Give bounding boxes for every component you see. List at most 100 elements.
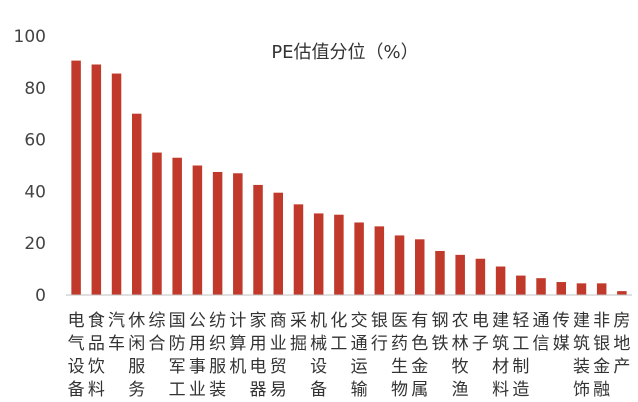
x-tick-label: 非 bbox=[593, 311, 610, 331]
x-tick-label: 综 bbox=[148, 311, 165, 331]
y-tick-label: 100 bbox=[14, 27, 46, 47]
x-tick-label: 铁 bbox=[431, 334, 448, 354]
x-tick-label: 牧 bbox=[452, 357, 469, 377]
x-tick-label: 通 bbox=[533, 311, 550, 331]
bar bbox=[596, 283, 607, 295]
bar bbox=[415, 239, 425, 295]
x-tick-label: 汽 bbox=[108, 311, 125, 331]
bar bbox=[293, 204, 304, 295]
x-tick-label: 休 bbox=[128, 311, 145, 331]
bar bbox=[172, 157, 182, 295]
x-tick-label: 贸 bbox=[270, 357, 287, 377]
bar bbox=[192, 165, 203, 295]
x-tick-label: 合 bbox=[148, 334, 165, 354]
x-tick-label: 交 bbox=[351, 311, 368, 331]
x-tick-label: 采 bbox=[290, 311, 307, 331]
x-tick-label: 饮 bbox=[88, 357, 105, 377]
x-tick-label: 银 bbox=[371, 311, 388, 331]
bar bbox=[576, 283, 587, 295]
x-tick-label: 地 bbox=[613, 334, 630, 354]
x-tick-label: 料 bbox=[492, 380, 509, 400]
x-tick-label: 装 bbox=[209, 380, 226, 400]
x-tick-label: 银 bbox=[593, 334, 610, 354]
x-tick-label: 电 bbox=[68, 311, 85, 331]
x-tick-label: 计 bbox=[229, 311, 246, 331]
x-tick-label: 有 bbox=[411, 311, 428, 331]
y-tick-label: 20 bbox=[24, 234, 46, 254]
x-tick-label: 制 bbox=[512, 357, 529, 377]
bar bbox=[516, 275, 526, 295]
bar bbox=[313, 213, 324, 295]
bar bbox=[273, 192, 283, 295]
y-tick-label: 80 bbox=[24, 79, 46, 99]
bar bbox=[435, 250, 445, 295]
x-tick-label: 用 bbox=[189, 334, 206, 354]
x-tick-label: 商 bbox=[270, 311, 287, 331]
x-tick-label: 农 bbox=[452, 311, 469, 331]
x-tick-label: 器 bbox=[250, 380, 267, 400]
x-tick-label: 电 bbox=[472, 311, 489, 331]
y-tick-label: 60 bbox=[24, 131, 46, 151]
x-tick-label: 林 bbox=[452, 334, 469, 354]
x-tick-label: 军 bbox=[169, 357, 186, 377]
x-tick-label: 备 bbox=[310, 380, 327, 400]
x-tick-label: 用 bbox=[250, 334, 267, 354]
x-tick-label: 装 bbox=[573, 357, 590, 377]
x-tick-label: 运 bbox=[351, 357, 368, 377]
x-tick-label: 业 bbox=[189, 380, 206, 400]
x-tick-label: 建 bbox=[492, 311, 509, 331]
x-tick-label: 造 bbox=[512, 380, 529, 400]
x-tick-label: 子 bbox=[472, 334, 489, 354]
bar bbox=[617, 291, 627, 295]
bar bbox=[334, 214, 344, 295]
bar bbox=[556, 282, 566, 295]
bar bbox=[233, 173, 243, 295]
x-tick-label: 设 bbox=[310, 357, 327, 377]
x-tick-label: 易 bbox=[270, 380, 287, 400]
x-tick-label: 纺 bbox=[209, 311, 226, 331]
bar bbox=[374, 226, 385, 295]
x-tick-label: 械 bbox=[310, 334, 327, 354]
x-tick-label: 机 bbox=[229, 357, 246, 377]
x-tick-label: 产 bbox=[613, 357, 630, 377]
y-axis: 0 20 40 60 80 100 bbox=[14, 27, 46, 306]
bar bbox=[132, 113, 142, 295]
x-tick-label: 传 bbox=[553, 311, 570, 331]
x-tick-label: 金 bbox=[411, 357, 428, 377]
x-tick-label: 属 bbox=[411, 380, 428, 400]
x-tick-label: 务 bbox=[128, 380, 145, 400]
x-tick-label: 品 bbox=[88, 334, 105, 354]
x-tick-label: 房 bbox=[613, 311, 630, 331]
x-tick-label: 筑 bbox=[573, 334, 590, 354]
bar bbox=[394, 235, 405, 295]
x-tick-label: 事 bbox=[189, 357, 206, 377]
x-tick-label: 化 bbox=[330, 311, 347, 331]
x-tick-label: 色 bbox=[411, 334, 428, 354]
x-tick-label: 工 bbox=[512, 334, 529, 354]
chart-title: PE估值分位（%） bbox=[271, 42, 418, 63]
x-tick-label: 钢 bbox=[431, 311, 448, 331]
x-tick-label: 渔 bbox=[452, 380, 469, 400]
x-tick-label: 防 bbox=[169, 334, 186, 354]
x-tick-label: 国 bbox=[169, 311, 186, 331]
bar bbox=[495, 266, 506, 295]
x-tick-label: 掘 bbox=[290, 334, 307, 354]
x-tick-label: 建 bbox=[573, 311, 590, 331]
x-tick-label: 工 bbox=[169, 380, 186, 400]
bar bbox=[536, 278, 546, 295]
bar bbox=[212, 171, 223, 295]
x-tick-label: 药 bbox=[391, 334, 408, 354]
x-tick-label: 电 bbox=[250, 357, 267, 377]
x-tick-label: 服 bbox=[209, 357, 226, 377]
bar bbox=[152, 152, 162, 295]
x-tick-label: 物 bbox=[391, 380, 408, 400]
x-tick-label: 气 bbox=[68, 334, 85, 354]
bar bbox=[91, 64, 102, 296]
x-tick-label: 料 bbox=[88, 380, 105, 400]
x-tick-label: 轻 bbox=[512, 311, 529, 331]
x-tick-label: 输 bbox=[351, 380, 368, 400]
x-tick-label: 媒 bbox=[553, 334, 570, 354]
bar-series bbox=[71, 60, 627, 296]
